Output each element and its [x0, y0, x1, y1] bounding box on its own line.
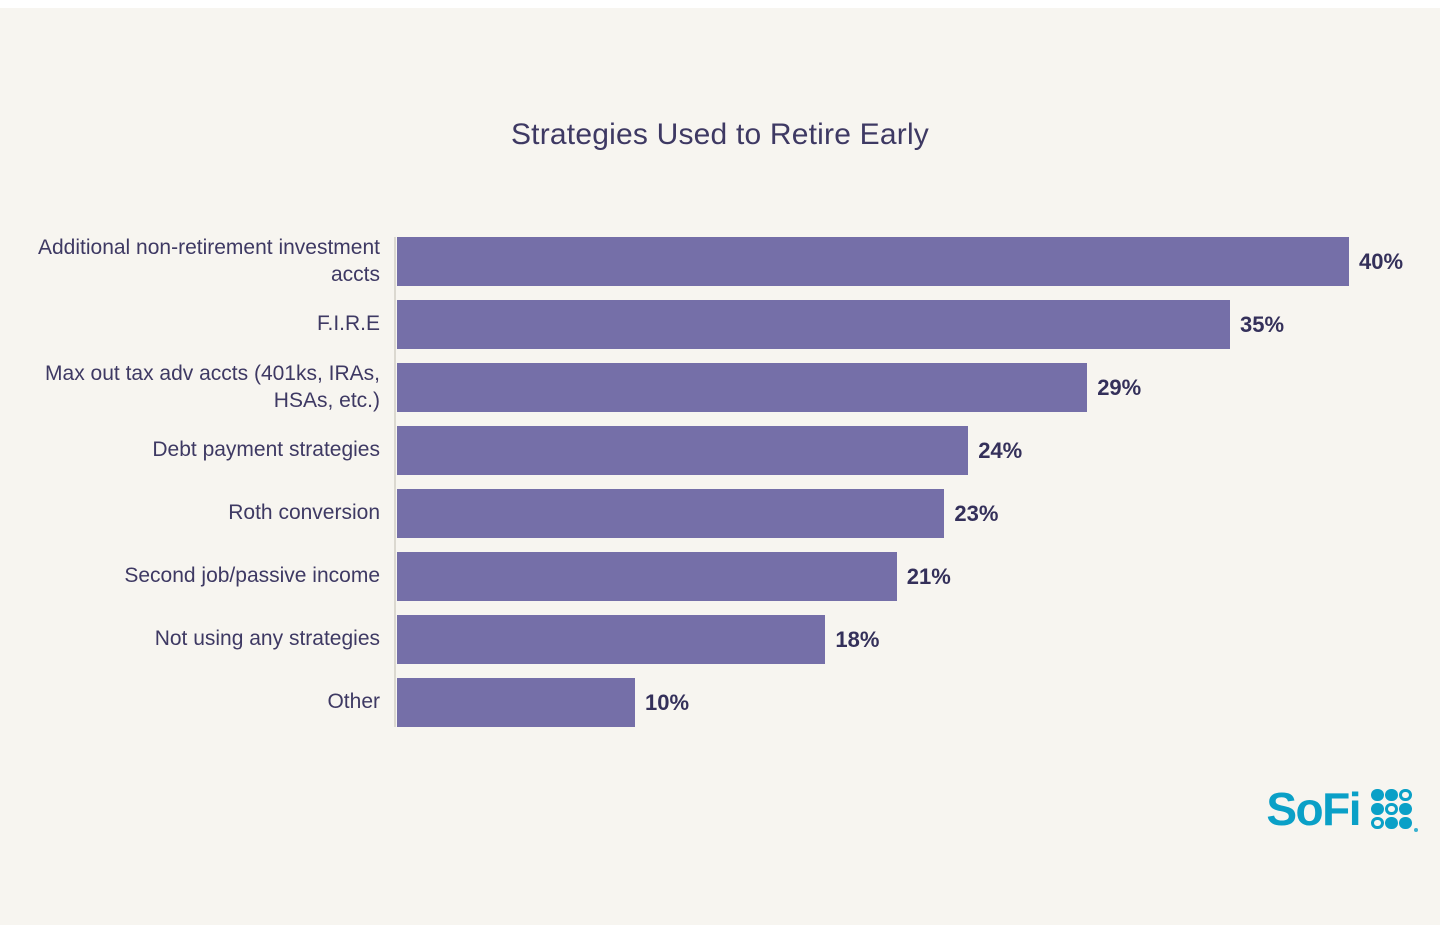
category-label: Other: [327, 690, 380, 714]
bar-row: 21%: [397, 552, 1440, 601]
category-label: Roth conversion: [228, 501, 380, 525]
bar: [397, 300, 1230, 349]
bar-chart: Additional non-retirement investment acc…: [25, 235, 1440, 727]
logo-dot-outline: [1385, 802, 1398, 816]
value-label: 35%: [1240, 311, 1285, 337]
category-label: Debt payment strategies: [152, 438, 380, 462]
logo-dot-outline: [1371, 816, 1384, 830]
bar: [397, 489, 945, 538]
logo-dot-outline: [1399, 788, 1412, 801]
value-label: 29%: [1097, 374, 1142, 400]
logo-dot-filled: [1385, 788, 1398, 801]
value-label: 40%: [1359, 248, 1404, 274]
value-label: 23%: [954, 500, 999, 526]
logo-dot-filled: [1371, 802, 1384, 816]
sofi-logo-text: SoFi: [1266, 783, 1361, 835]
value-label: 18%: [835, 626, 880, 652]
bar-row: 29%: [397, 363, 1440, 412]
value-label: 21%: [906, 563, 951, 589]
logo-dot-filled: [1371, 788, 1384, 801]
bar-row: 23%: [397, 489, 1440, 538]
category-label: Additional non-retirement investment acc…: [37, 235, 380, 286]
value-label: 24%: [978, 437, 1023, 463]
bar: [397, 678, 635, 727]
bar-row: 18%: [397, 615, 1440, 664]
logo-trademark-dot: [1414, 827, 1418, 832]
logo-dot-filled: [1399, 816, 1412, 830]
category-label: Max out tax adv accts (401ks, IRAs, HSAs…: [45, 361, 380, 412]
category-label: F.I.R.E: [316, 312, 380, 336]
chart-title: Strategies Used to Retire Early: [510, 118, 930, 151]
bar-row: 10%: [397, 678, 1440, 727]
bar: [397, 363, 1088, 412]
logo-dot-filled: [1399, 802, 1412, 816]
bar: [397, 615, 826, 664]
bar: [397, 237, 1349, 286]
bar-row: 24%: [397, 426, 1440, 475]
category-label: Second job/passive income: [124, 564, 380, 588]
bar-row: 40%: [397, 237, 1440, 286]
sofi-logo: SoFi: [1266, 783, 1418, 835]
bar: [397, 552, 897, 601]
logo-dot-filled: [1385, 816, 1398, 830]
category-label: Not using any strategies: [154, 627, 380, 651]
value-label: 10%: [645, 689, 690, 715]
bar-row: 35%: [397, 300, 1440, 349]
category-axis: Additional non-retirement investment acc…: [25, 235, 394, 727]
plot-area: 40% 35% 29% 24% 23% 21% 18% 10%: [394, 237, 1440, 727]
sofi-logo-dots-icon: [1371, 788, 1418, 832]
bar: [397, 426, 969, 475]
